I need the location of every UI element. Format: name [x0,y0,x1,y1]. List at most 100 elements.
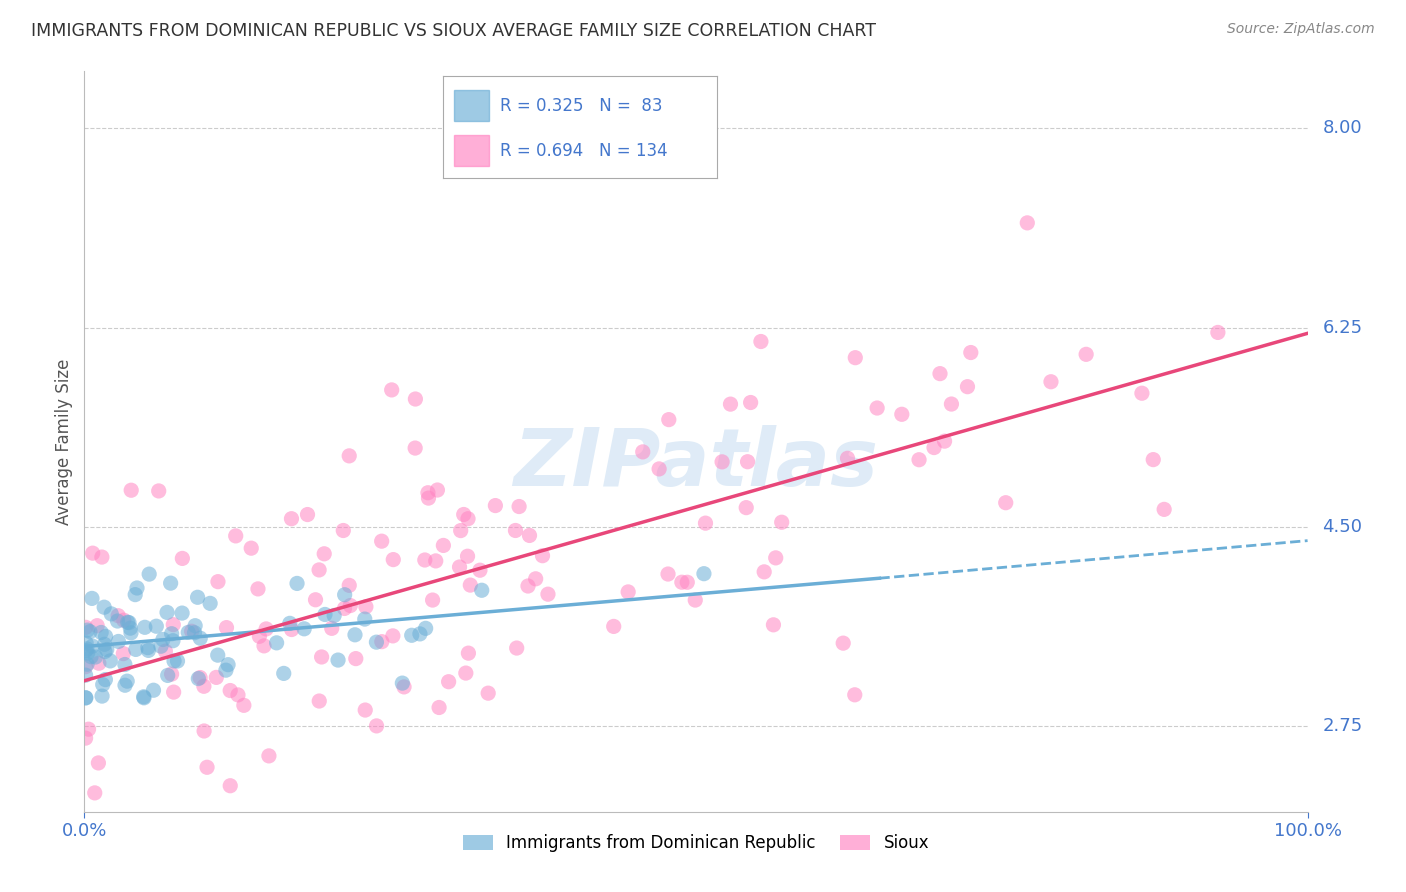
Point [77,722,100,736]
Point [219,683,242,698]
Point [132,690,155,704]
Point [159,576,181,591]
Point [142,683,165,698]
Point [437,674,460,689]
Point [188,671,211,685]
Point [266,636,288,650]
Y-axis label: Average Family Size: Average Family Size [55,359,73,524]
Point [75,690,97,705]
Point [337,449,360,463]
Point [1206,326,1229,340]
Point [332,524,354,538]
Text: 6.25: 6.25 [1322,318,1362,336]
Point [762,617,785,632]
Point [711,455,734,469]
Point [215,621,238,635]
Point [198,596,221,610]
Point [323,608,346,623]
Point [107,608,129,623]
Point [76,646,98,660]
Point [163,685,186,699]
Point [160,626,183,640]
Point [531,549,554,563]
Point [517,579,540,593]
Point [253,639,276,653]
Point [257,748,280,763]
Point [187,591,209,605]
Point [273,666,295,681]
Point [148,483,170,498]
Point [193,723,215,738]
Text: R = 0.325   N =  83: R = 0.325 N = 83 [501,96,664,114]
Point [366,635,388,649]
Point [136,640,159,655]
Point [422,593,444,607]
Point [994,496,1017,510]
Point [344,651,367,665]
Legend: Immigrants from Dominican Republic, Sioux: Immigrants from Dominican Republic, Siou… [456,828,936,859]
Point [278,616,301,631]
Point [195,760,218,774]
Point [508,500,530,514]
Point [314,547,336,561]
Point [392,680,415,694]
Point [120,483,142,498]
Point [602,619,624,633]
Point [115,674,138,689]
Point [658,412,681,426]
Point [254,622,277,636]
Text: 8.00: 8.00 [1322,120,1362,137]
Point [537,587,560,601]
Point [929,367,952,381]
Point [371,634,394,648]
Point [155,644,177,658]
Point [693,566,716,581]
Point [505,641,527,656]
Point [280,512,302,526]
Point [524,572,547,586]
Point [683,593,706,607]
Point [215,663,238,677]
Point [112,647,135,661]
Point [735,500,758,515]
Text: ZIPatlas: ZIPatlas [513,425,879,503]
Text: 2.75: 2.75 [1322,717,1362,735]
Point [737,455,759,469]
Point [432,538,454,552]
Point [1076,347,1098,361]
Point [648,462,671,476]
Text: R = 0.694   N = 134: R = 0.694 N = 134 [501,142,668,160]
Point [232,698,254,713]
Point [76,641,98,656]
Point [370,534,392,549]
Point [505,524,527,538]
Point [844,351,866,365]
Point [75,643,97,657]
Point [471,583,494,598]
Point [91,678,114,692]
Text: Source: ZipAtlas.com: Source: ZipAtlas.com [1227,22,1375,37]
Point [76,657,98,672]
Point [187,672,209,686]
Point [93,600,115,615]
Point [82,546,104,560]
Point [477,686,499,700]
Point [94,629,117,643]
Point [163,654,186,668]
Point [837,451,859,466]
Point [413,553,436,567]
Point [941,397,963,411]
Point [87,657,110,671]
Point [676,575,699,590]
Point [333,588,356,602]
Point [308,563,330,577]
Point [240,541,263,556]
Point [83,786,105,800]
Point [415,621,437,635]
Point [132,690,155,705]
Point [87,756,110,770]
Point [844,688,866,702]
Point [76,623,98,637]
Point [314,607,336,622]
Point [280,623,302,637]
